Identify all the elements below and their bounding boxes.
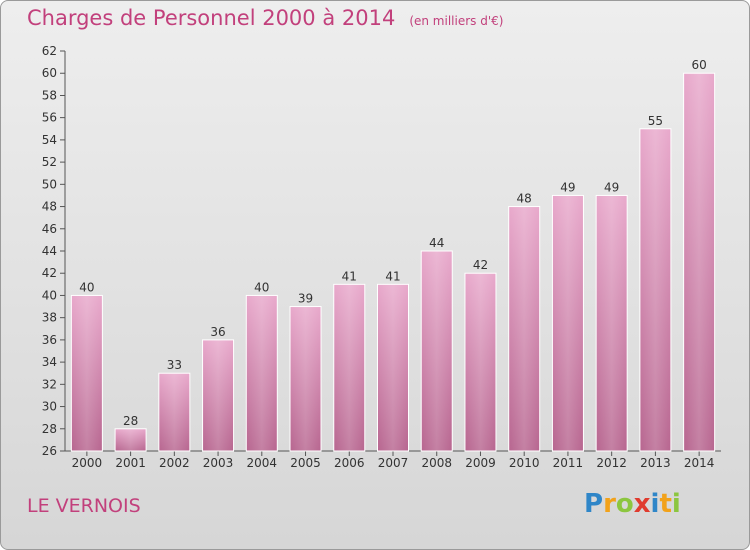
data-label: 40: [254, 280, 269, 294]
y-tick-label: 58: [42, 88, 57, 102]
x-tick-label: 2003: [203, 456, 234, 470]
data-label: 60: [691, 58, 706, 72]
x-tick-label: 2011: [553, 456, 584, 470]
y-tick-label: 46: [42, 222, 57, 236]
bar-sheen: [377, 284, 409, 451]
bar-sheen: [333, 284, 365, 451]
data-label: 49: [604, 180, 619, 194]
bar-sheen: [246, 295, 278, 451]
x-tick-label: 2004: [247, 456, 278, 470]
x-tick-label: 2005: [290, 456, 321, 470]
chart-title: Charges de Personnel 2000 à 2014 (en mill…: [27, 6, 503, 30]
proxiti-logo: Proxiti: [584, 489, 681, 519]
data-label: 33: [167, 358, 182, 372]
chart-subtitle: (en milliers d'€): [409, 14, 504, 28]
data-label: 41: [385, 269, 400, 283]
data-label: 55: [648, 114, 663, 128]
bar-sheen: [552, 195, 584, 451]
y-tick-label: 30: [42, 400, 57, 414]
bar-sheen: [158, 373, 190, 451]
x-tick-label: 2002: [159, 456, 190, 470]
bar-sheen: [71, 295, 103, 451]
x-tick-label: 2014: [684, 456, 715, 470]
data-label: 39: [298, 292, 313, 306]
logo-letter: i: [650, 489, 660, 519]
logo-letter: r: [603, 489, 616, 519]
bar-sheen: [683, 73, 715, 451]
data-label: 44: [429, 236, 444, 250]
y-tick-label: 42: [42, 266, 57, 280]
x-tick-label: 2012: [596, 456, 627, 470]
logo-letter: i: [671, 489, 681, 519]
x-tick-label: 2007: [378, 456, 409, 470]
y-tick-label: 32: [42, 377, 57, 391]
data-label: 48: [517, 192, 532, 206]
data-label: 42: [473, 258, 488, 272]
logo-letter: t: [659, 489, 672, 519]
x-tick-label: 2008: [421, 456, 452, 470]
y-tick-label: 54: [42, 133, 57, 147]
x-tick-label: 2010: [509, 456, 540, 470]
bar-sheen: [464, 273, 496, 451]
y-tick-label: 48: [42, 200, 57, 214]
y-tick-label: 26: [42, 444, 57, 458]
y-tick-label: 62: [42, 44, 57, 58]
y-tick-label: 56: [42, 111, 57, 125]
data-label: 40: [79, 280, 94, 294]
title-text: Charges de Personnel 2000 à 2014: [27, 6, 396, 30]
y-tick-label: 60: [42, 66, 57, 80]
bar-sheen: [421, 251, 453, 451]
bar-sheen: [290, 306, 322, 451]
data-label: 36: [210, 325, 225, 339]
x-tick-label: 2006: [334, 456, 365, 470]
y-tick-label: 38: [42, 311, 57, 325]
x-tick-label: 2000: [72, 456, 103, 470]
logo-letter: x: [633, 489, 651, 519]
logo-letter: o: [615, 489, 634, 519]
y-tick-label: 50: [42, 177, 57, 191]
y-tick-label: 34: [42, 355, 57, 369]
bar-sheen: [115, 428, 147, 451]
x-tick-label: 2001: [115, 456, 146, 470]
y-tick-label: 40: [42, 288, 57, 302]
y-tick-label: 52: [42, 155, 57, 169]
y-tick-label: 44: [42, 244, 57, 258]
x-tick-label: 2013: [640, 456, 671, 470]
logo-letter: P: [584, 489, 604, 519]
bar-sheen: [508, 206, 540, 451]
bar-sheen: [202, 339, 234, 451]
y-tick-label: 28: [42, 422, 57, 436]
x-tick-label: 2009: [465, 456, 496, 470]
bar-sheen: [639, 128, 671, 451]
data-label: 41: [342, 269, 357, 283]
bar-sheen: [596, 195, 628, 451]
y-tick-label: 36: [42, 333, 57, 347]
commune-name: LE VERNOIS: [27, 495, 141, 517]
data-label: 49: [560, 180, 575, 194]
data-label: 28: [123, 414, 138, 428]
